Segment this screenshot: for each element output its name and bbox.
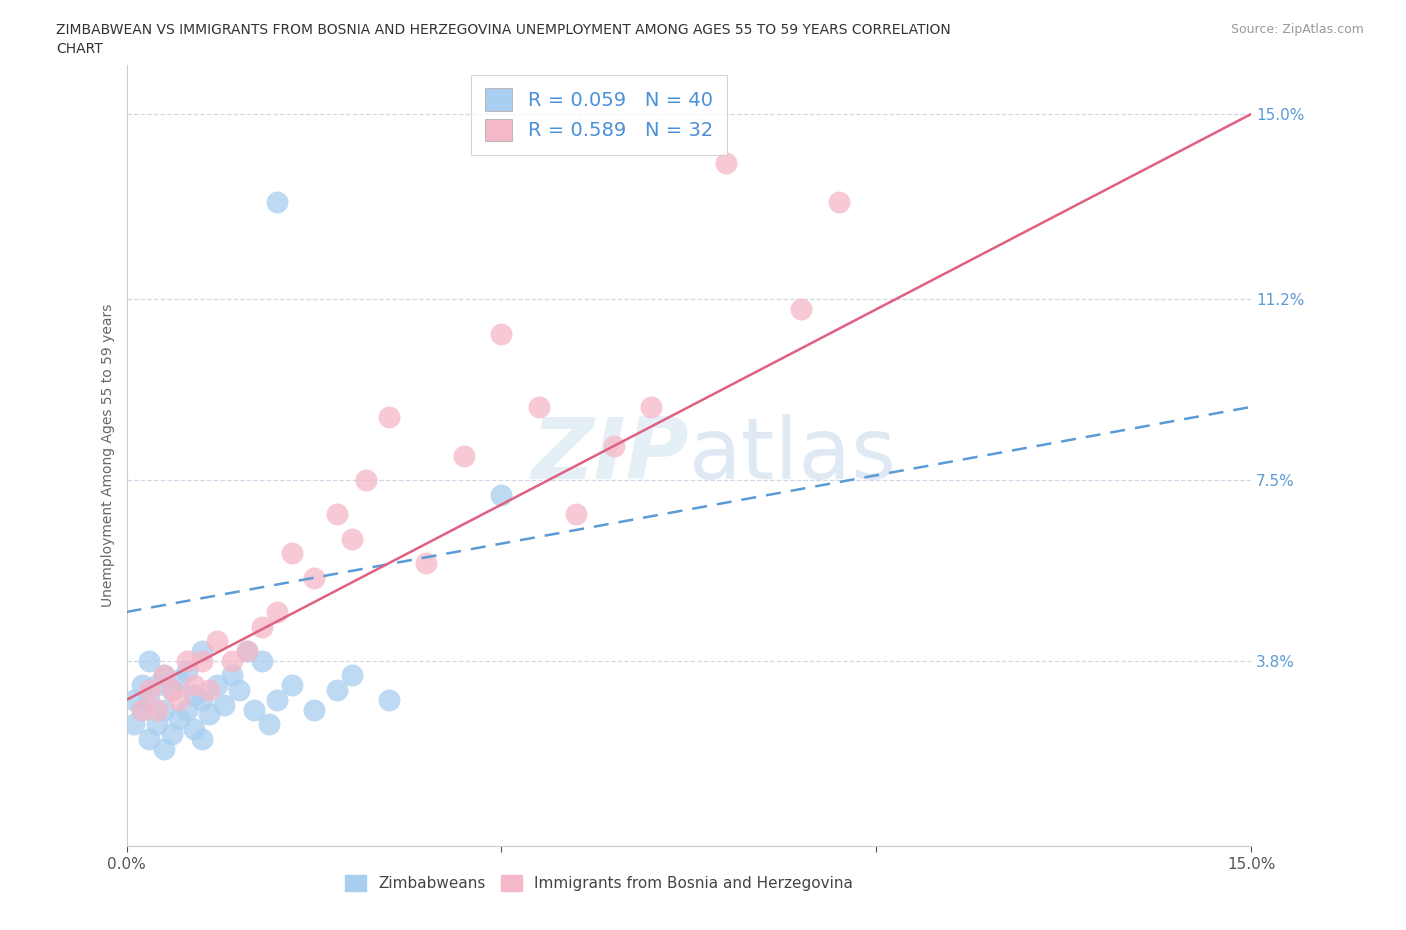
Point (167, 692, 190, 708)
Point (340, 668, 363, 683)
Point (325, 507, 347, 522)
Point (302, 570, 325, 585)
Point (190, 644, 212, 658)
Point (183, 678, 205, 693)
Point (340, 531, 363, 546)
Point (221, 668, 243, 683)
Point (257, 717, 280, 732)
Point (160, 683, 183, 698)
Point (415, 556, 437, 571)
Point (198, 707, 221, 722)
Point (131, 702, 153, 717)
Point (250, 653, 273, 668)
Point (131, 702, 153, 717)
Point (153, 741, 176, 756)
Point (176, 663, 198, 678)
Legend: Zimbabweans, Immigrants from Bosnia and Herzegovina: Zimbabweans, Immigrants from Bosnia and … (339, 869, 859, 897)
Point (138, 653, 160, 668)
Point (603, 439, 626, 454)
Point (145, 678, 167, 693)
Point (356, 472, 378, 487)
Point (280, 678, 302, 693)
Point (183, 722, 205, 737)
Point (235, 644, 257, 658)
Point (138, 732, 160, 747)
Point (190, 692, 212, 708)
Point (565, 507, 588, 522)
Point (266, 692, 288, 708)
Point (250, 619, 273, 634)
Point (325, 683, 347, 698)
Point (131, 678, 153, 693)
Point (145, 702, 167, 717)
Point (865, 19, 887, 33)
Point (453, 448, 475, 463)
Point (302, 702, 325, 717)
Point (640, 400, 662, 415)
Point (122, 692, 145, 708)
Text: Source: ZipAtlas.com: Source: ZipAtlas.com (1230, 23, 1364, 36)
Point (212, 698, 235, 712)
Point (198, 683, 221, 698)
Point (160, 726, 183, 741)
Point (160, 683, 183, 698)
Point (235, 644, 257, 658)
Point (221, 653, 243, 668)
Point (228, 683, 250, 698)
Point (183, 687, 205, 702)
Text: ZIMBABWEAN VS IMMIGRANTS FROM BOSNIA AND HERZEGOVINA UNEMPLOYMENT AMONG AGES 55 : ZIMBABWEAN VS IMMIGRANTS FROM BOSNIA AND… (56, 23, 950, 37)
Point (167, 673, 190, 688)
Point (266, 604, 288, 619)
Point (790, 301, 813, 316)
Point (491, 487, 513, 502)
Point (828, 194, 851, 209)
Point (378, 409, 401, 424)
Point (167, 712, 190, 727)
Point (378, 692, 401, 708)
Point (138, 683, 160, 698)
Text: ZIP: ZIP (531, 414, 689, 498)
Point (716, 155, 738, 170)
Point (153, 668, 176, 683)
Y-axis label: Unemployment Among Ages 55 to 59 years: Unemployment Among Ages 55 to 59 years (101, 304, 115, 607)
Point (491, 326, 513, 341)
Point (205, 678, 228, 693)
Point (153, 668, 176, 683)
Point (176, 702, 198, 717)
Point (190, 653, 212, 668)
Text: atlas: atlas (689, 414, 897, 498)
Point (205, 634, 228, 649)
Point (266, 194, 288, 209)
Point (176, 653, 198, 668)
Point (122, 717, 145, 732)
Point (145, 717, 167, 732)
Point (138, 692, 160, 708)
Point (280, 546, 302, 561)
Text: CHART: CHART (56, 42, 103, 56)
Point (243, 702, 266, 717)
Point (153, 702, 176, 717)
Point (190, 732, 212, 747)
Point (527, 400, 550, 415)
